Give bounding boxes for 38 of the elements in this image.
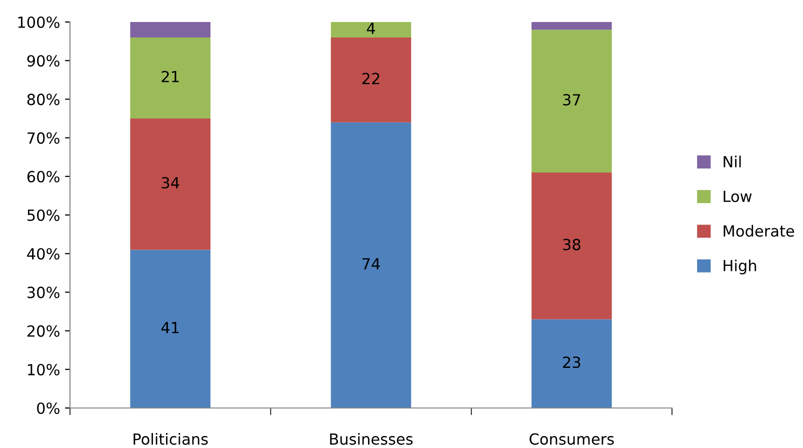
y-tick-label: 70% [28,132,60,144]
bar [130,250,210,408]
bar [130,22,210,38]
bar [330,37,412,122]
y-tick-label: 60% [27,170,60,182]
data-label: 38 [563,238,580,250]
bar [532,30,612,173]
data-label: 4 [366,22,376,34]
legend-label: Low [724,190,752,202]
y-tick-label: 90% [27,55,60,67]
y-tick-label: 0% [37,402,60,414]
data-label: 41 [161,322,179,334]
legend-label: Moderate [724,224,794,237]
data-label: 74 [362,258,380,270]
y-tick-label: 40% [27,248,60,260]
bar [532,319,612,408]
data-label: 21 [162,70,179,82]
y-tick-label: 10% [28,364,60,376]
legend-label: High [724,260,756,274]
y-tick-label: 100% [18,16,60,28]
x-tick-label: Businesses [330,433,413,445]
bar [532,172,612,320]
y-tick-label: 80% [27,94,60,106]
bar [130,118,210,250]
bar [130,37,210,118]
x-tick-label: Politicians [134,433,208,445]
x-tick-label: Consumers [530,433,614,445]
bar [330,22,412,38]
data-label: 37 [563,94,580,106]
legend-label: Nil [724,156,741,168]
data-label: 23 [563,356,580,368]
bar [330,122,412,408]
data-label: 34 [162,176,180,189]
bar [532,22,612,30]
y-tick-label: 50% [28,209,60,222]
y-tick-label: 30% [27,286,60,298]
data-label: 22 [362,72,380,84]
y-tick-label: 20% [27,325,60,337]
